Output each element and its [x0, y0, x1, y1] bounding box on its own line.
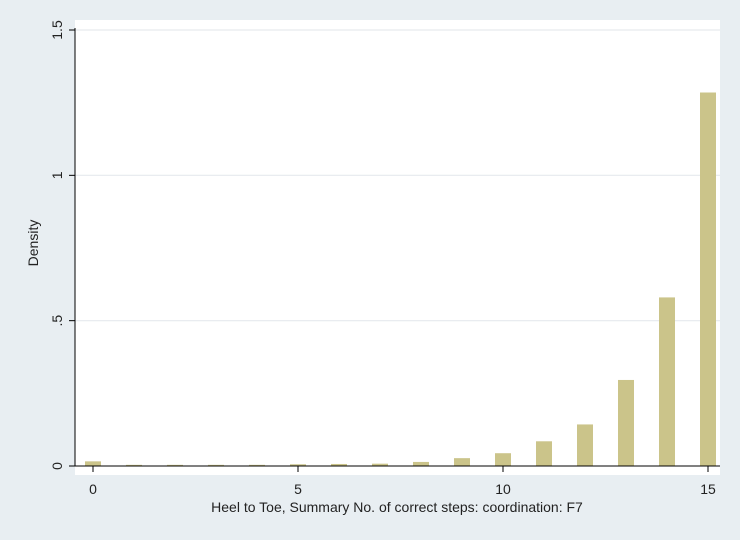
- plot-area: [75, 20, 720, 475]
- bar-7: [372, 463, 388, 466]
- bar-6: [331, 463, 347, 466]
- y-tick-label-3: 1.5: [49, 20, 65, 40]
- bar-2: [167, 464, 183, 466]
- bar-12: [577, 424, 593, 466]
- bar-9: [454, 458, 470, 466]
- y-tick-label-2: 1: [49, 171, 65, 179]
- bar-15: [700, 92, 716, 466]
- bar-1: [126, 464, 142, 466]
- axes: [69, 28, 720, 472]
- bar-13: [618, 379, 634, 466]
- x-tick-label-0: 0: [89, 481, 97, 497]
- bar-8: [413, 461, 429, 466]
- bar-14: [659, 297, 675, 466]
- x-tick-label-3: 15: [700, 481, 716, 497]
- x-tick-label-2: 10: [495, 481, 511, 497]
- y-axis-title: Density: [25, 220, 41, 267]
- x-axis-title: Heel to Toe, Summary No. of correct step…: [211, 499, 583, 515]
- bar-11: [536, 441, 552, 466]
- y-tick-label-0: 0: [49, 462, 65, 470]
- bar-4: [249, 464, 265, 466]
- bar-10: [495, 453, 511, 466]
- y-tick-label-1: .5: [49, 315, 65, 327]
- x-tick-label-1: 5: [294, 481, 302, 497]
- bars: [85, 92, 716, 466]
- gridlines: [75, 29, 720, 322]
- tick-labels: 0 .5 1 1.5 0 5 10 15: [49, 20, 716, 497]
- bar-3: [208, 464, 224, 466]
- bar-5: [290, 464, 306, 466]
- bar-0: [85, 461, 101, 466]
